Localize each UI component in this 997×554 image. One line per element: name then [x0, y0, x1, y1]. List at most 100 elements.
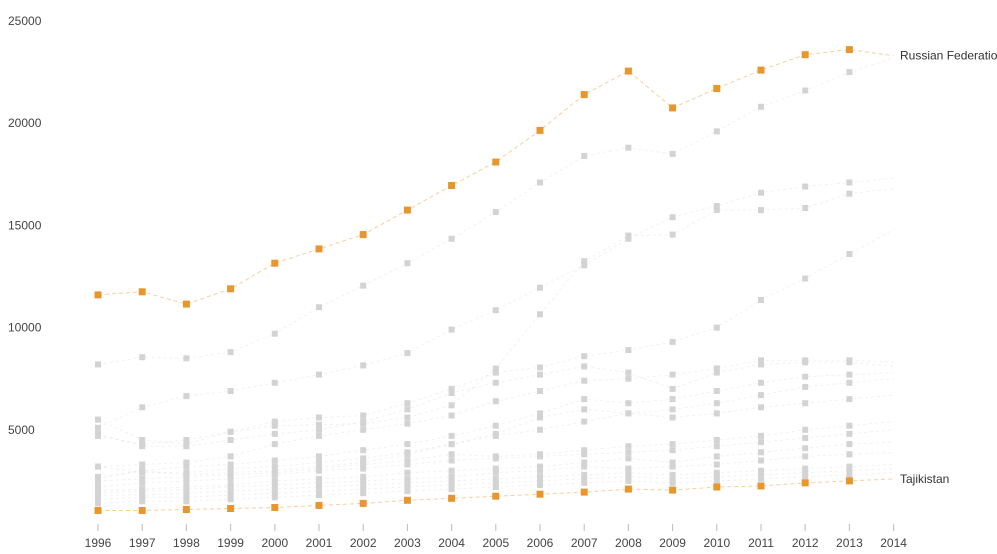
- series-13-point-2007: [581, 451, 588, 458]
- series-16-point-2013: [846, 463, 853, 470]
- series-16-point-2003: [404, 479, 411, 486]
- series-8-point-2005: [492, 398, 499, 405]
- series-5-point-2003: [404, 414, 411, 421]
- series-18-point-2002: [360, 490, 367, 497]
- series-5-point-2007: [581, 258, 588, 265]
- series-4-point-2009: [669, 214, 676, 221]
- series-12-point-2013: [846, 422, 853, 429]
- series-7-point-2006: [537, 371, 543, 378]
- tajikistan-point-2002: [359, 499, 367, 507]
- series-13-point-1997: [139, 479, 146, 486]
- x-tick-label-2002: 2002: [350, 536, 377, 550]
- series-17-point-1997: [139, 494, 146, 501]
- series-13-point-2008: [625, 449, 632, 456]
- series-18-point-2008: [625, 477, 632, 484]
- series-11-point-1996: [95, 473, 101, 480]
- series-5-point-2010: [713, 207, 720, 214]
- series-15-point-2011: [758, 457, 764, 464]
- tajikistan-point-2004: [448, 494, 456, 502]
- series-13-point-2010: [713, 443, 720, 450]
- x-tick-label-2014: 2014: [880, 536, 907, 550]
- tajikistan-point-2005: [492, 492, 500, 500]
- series-12-point-1996: [95, 477, 101, 484]
- series-12-point-2004: [448, 451, 455, 458]
- x-tick-label-1999: 1999: [217, 536, 244, 550]
- series-5-point-2013: [846, 190, 853, 197]
- series-16-point-2008: [625, 469, 632, 476]
- series-18-point-2012: [802, 473, 809, 480]
- series-lines-layer: [97, 49, 894, 511]
- series-12-point-2011: [758, 432, 764, 439]
- series-17-point-2011: [758, 471, 764, 478]
- series-16-point-2001: [316, 484, 322, 490]
- series-8-point-2010: [713, 365, 720, 372]
- series-6-point-2003: [404, 400, 411, 407]
- series-16-point-2009: [669, 471, 676, 478]
- series-8-point-2009: [669, 371, 676, 378]
- series-3-point-2009: [669, 150, 676, 157]
- series-7-point-1997: [139, 443, 146, 450]
- russian-federation-point-2010: [713, 85, 721, 92]
- series-7-point-2002: [360, 418, 367, 425]
- series-10-point-2013: [846, 379, 853, 386]
- tajikistan-point-2008: [624, 485, 632, 493]
- series-17-point-2010: [713, 473, 720, 480]
- series-15-point-1997: [139, 488, 146, 495]
- series-5-point-2011: [758, 207, 764, 214]
- series-4-point-2006: [537, 284, 543, 291]
- series-13-point-2001: [316, 467, 322, 474]
- series-14-point-2005: [492, 465, 499, 472]
- series-15-point-2008: [625, 465, 632, 472]
- russian-federation-label: Russian Federation: [900, 49, 997, 63]
- series-7-point-2000: [271, 430, 278, 437]
- x-tick-label-2007: 2007: [571, 536, 598, 550]
- series-3-point-2007: [581, 152, 588, 159]
- series-4-point-2000: [271, 379, 278, 386]
- series-6-point-2000: [271, 418, 278, 425]
- x-tick-label-1997: 1997: [129, 536, 156, 550]
- series-18-point-2009: [669, 479, 676, 486]
- tajikistan-point-2000: [271, 504, 279, 511]
- series-18-point-2010: [713, 477, 720, 484]
- series-4-point-2008: [625, 235, 632, 242]
- series-16-point-2011: [758, 467, 764, 474]
- russian-federation-point-2004: [448, 182, 456, 189]
- series-4-point-2004: [448, 326, 455, 333]
- series-14-point-2000: [271, 477, 278, 484]
- series-15-point-2005: [492, 469, 499, 476]
- series-6-point-2005: [492, 369, 499, 376]
- series-8-point-2003: [404, 420, 411, 427]
- series-8-point-2011: [758, 357, 764, 364]
- series-7-point-2004: [448, 390, 455, 396]
- series-17-point-2006: [537, 477, 543, 484]
- series-7-point-1996: [95, 430, 101, 437]
- x-tick-label-2001: 2001: [306, 536, 333, 550]
- series-16-point-1999: [227, 488, 234, 495]
- series-16-point-2005: [492, 475, 499, 482]
- series-14-point-2007: [581, 459, 588, 466]
- series-4-point-2010: [713, 203, 720, 209]
- series-6-point-2011: [758, 297, 764, 303]
- series-8-point-2002: [360, 426, 367, 433]
- x-tick-label-2010: 2010: [703, 536, 730, 550]
- series-17-point-2012: [802, 469, 809, 476]
- x-tick-label-2000: 2000: [261, 536, 288, 550]
- series-13-point-2013: [846, 430, 853, 437]
- series-4-point-2001: [316, 371, 322, 378]
- series-16-point-2012: [802, 465, 809, 472]
- series-15-point-2013: [846, 451, 853, 458]
- series-17-point-2003: [404, 484, 411, 490]
- tajikistan-point-2007: [580, 488, 588, 496]
- russian-federation-point-2001: [315, 245, 323, 253]
- series-3-point-1997: [139, 354, 146, 361]
- series-15-point-2012: [802, 453, 809, 460]
- series-13-point-1999: [227, 475, 234, 482]
- series-7-point-2008: [625, 369, 632, 376]
- series-13-point-1996: [95, 484, 101, 490]
- series-14-point-2012: [802, 445, 809, 452]
- series-11-point-2008: [625, 410, 632, 417]
- series-15-point-2001: [316, 479, 322, 486]
- russian-federation-point-1996: [94, 291, 102, 299]
- series-13-point-2000: [271, 471, 278, 478]
